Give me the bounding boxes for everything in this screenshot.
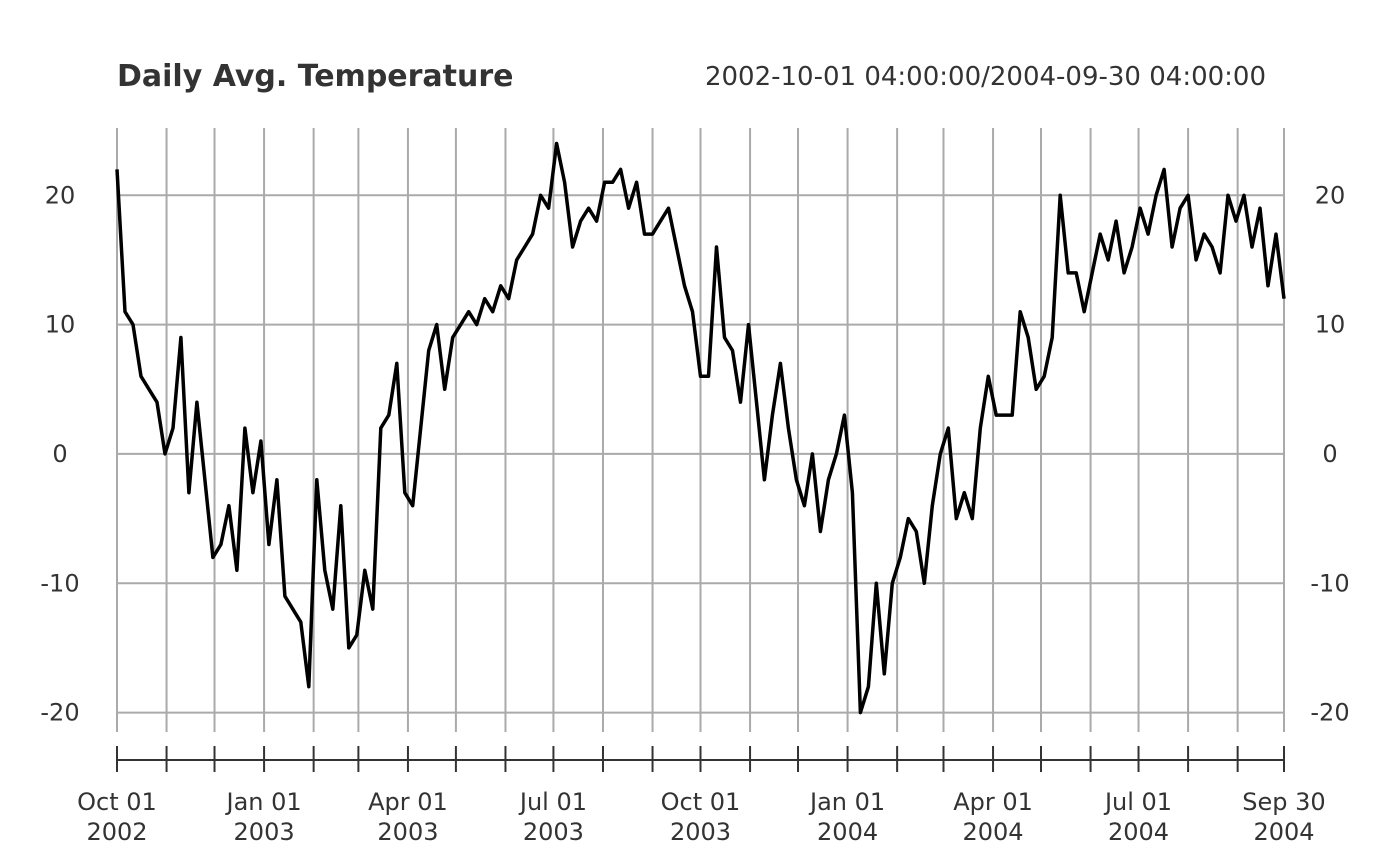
y-tick-label: -20 xyxy=(40,699,79,727)
chart-subtitle: 2002-10-01 04:00:00/2004-09-30 04:00:00 xyxy=(705,62,1266,92)
x-tick-label: Oct 01 2003 xyxy=(661,788,741,846)
x-tick-label: Jan 01 2003 xyxy=(224,788,301,846)
y-tick-label: 20 xyxy=(45,181,76,209)
x-tick-label: Jan 01 2004 xyxy=(808,788,885,846)
y-tick-label-right: -10 xyxy=(1310,569,1349,597)
y-tick-label-right: 20 xyxy=(1315,181,1346,209)
y-tick-label: -10 xyxy=(40,569,79,597)
y-tick-label: 0 xyxy=(52,440,67,468)
chart-title: Daily Avg. Temperature xyxy=(117,59,514,94)
x-tick-label: Apr 01 2004 xyxy=(953,788,1033,846)
series-line xyxy=(115,141,1286,715)
x-tick-label: Oct 01 2002 xyxy=(77,788,157,846)
x-tick-label: Jul 01 2004 xyxy=(1103,788,1172,846)
y-tick-label: 10 xyxy=(45,311,76,339)
y-tick-label-right: 0 xyxy=(1322,440,1337,468)
x-tick-label: Jul 01 2003 xyxy=(518,788,587,846)
x-tick-label: Sep 30 2004 xyxy=(1242,788,1325,846)
y-tick-label-right: 10 xyxy=(1315,311,1346,339)
y-tick-label-right: -20 xyxy=(1310,699,1349,727)
x-tick-label: Apr 01 2003 xyxy=(368,788,448,846)
